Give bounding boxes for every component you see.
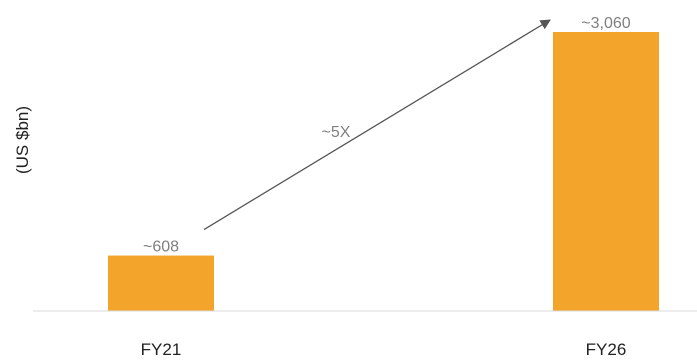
data-labels-layer: ~608 ~3,060 bbox=[143, 15, 631, 256]
bar-fy26 bbox=[553, 32, 659, 311]
growth-arrow bbox=[203, 19, 551, 231]
growth-annotation-label: ~5X bbox=[322, 124, 351, 141]
data-label-fy26: ~3,060 bbox=[581, 15, 630, 32]
bar-fy21 bbox=[108, 255, 214, 311]
x-tick-label-fy21: FY21 bbox=[141, 340, 182, 359]
x-tick-label-fy26: FY26 bbox=[586, 340, 627, 359]
bars-layer bbox=[108, 32, 659, 311]
data-label-fy21: ~608 bbox=[143, 239, 179, 256]
y-axis-title: (US $bn) bbox=[13, 106, 32, 174]
x-tick-labels-layer: FY21 FY26 bbox=[141, 340, 627, 359]
